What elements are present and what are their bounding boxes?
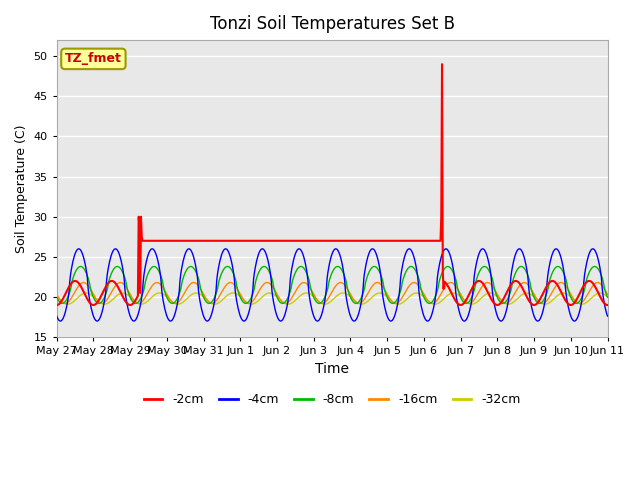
Legend: -2cm, -4cm, -8cm, -16cm, -32cm: -2cm, -4cm, -8cm, -16cm, -32cm: [138, 388, 525, 411]
Y-axis label: Soil Temperature (C): Soil Temperature (C): [15, 124, 28, 253]
X-axis label: Time: Time: [315, 362, 349, 376]
Title: Tonzi Soil Temperatures Set B: Tonzi Soil Temperatures Set B: [210, 15, 454, 33]
Text: TZ_fmet: TZ_fmet: [65, 52, 122, 65]
